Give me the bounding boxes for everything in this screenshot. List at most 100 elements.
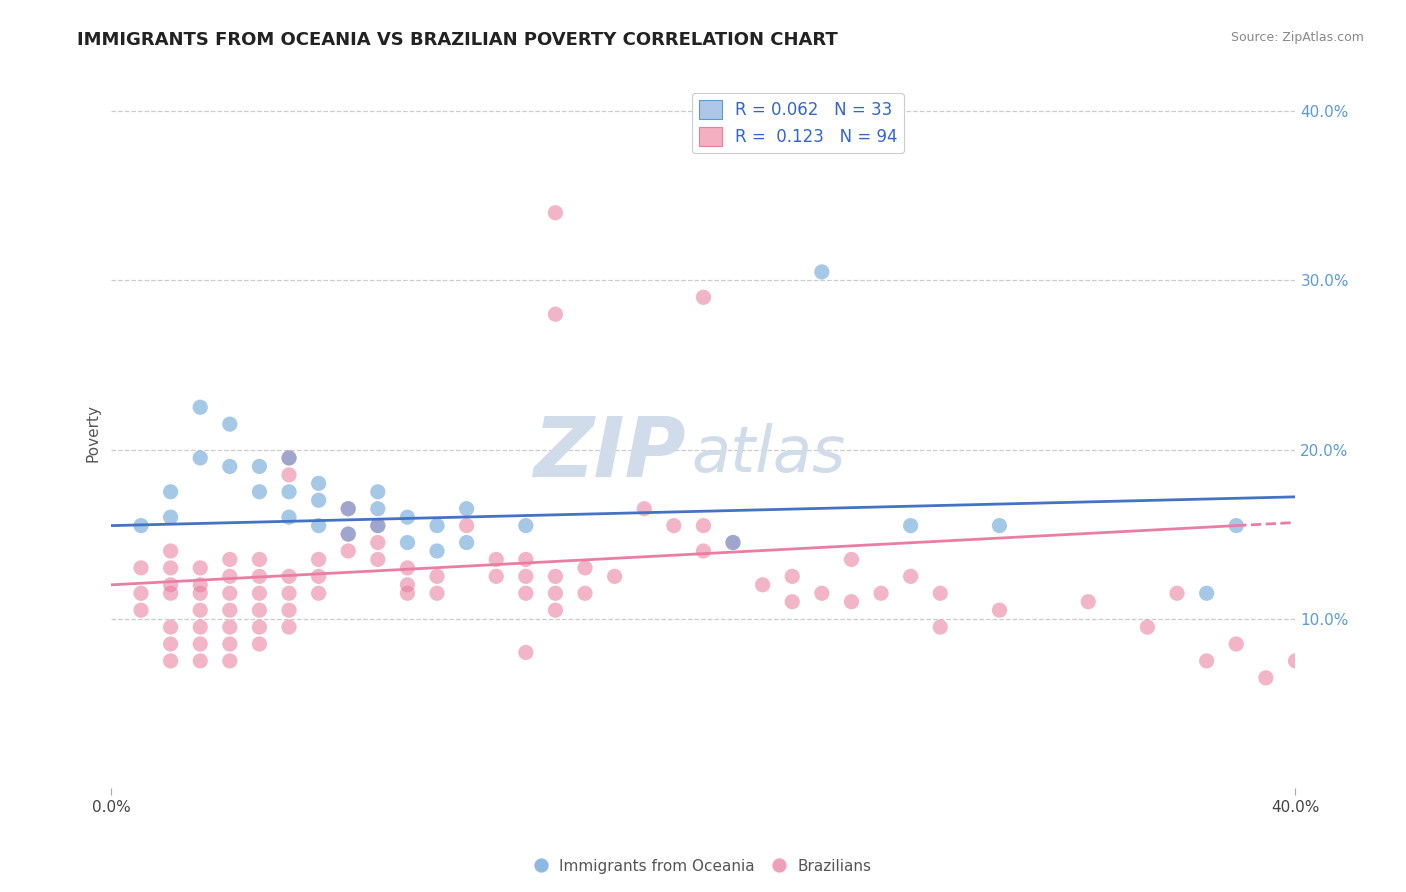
Point (218, 417, 240, 431)
Point (249, 586, 271, 600)
Point (1284, 654, 1306, 668)
Point (515, 569, 537, 583)
Point (662, 518, 685, 533)
Point (988, 603, 1011, 617)
Point (396, 535, 419, 549)
Point (188, 620, 211, 634)
Point (485, 569, 508, 583)
Point (721, 535, 744, 549)
Point (308, 476, 330, 491)
Point (278, 586, 301, 600)
Point (900, 569, 922, 583)
Point (159, 561, 181, 575)
Point (188, 450, 211, 465)
Point (1225, 518, 1247, 533)
Point (751, 578, 773, 592)
Point (129, 561, 152, 575)
Point (1254, 671, 1277, 685)
Point (367, 552, 389, 566)
Point (870, 586, 893, 600)
Point (396, 561, 419, 575)
Text: atlas: atlas (692, 423, 846, 485)
Point (129, 518, 152, 533)
Point (278, 450, 301, 465)
Point (515, 645, 537, 659)
Point (456, 501, 478, 516)
Point (515, 552, 537, 566)
Point (367, 535, 389, 549)
Point (278, 450, 301, 465)
Point (218, 552, 240, 566)
Point (929, 620, 952, 634)
Point (159, 637, 181, 651)
Point (249, 552, 271, 566)
Point (308, 493, 330, 508)
Point (188, 401, 211, 415)
Point (396, 510, 419, 524)
Point (396, 586, 419, 600)
Point (1077, 595, 1099, 609)
Point (337, 544, 360, 558)
Point (544, 603, 567, 617)
Point (574, 561, 596, 575)
Point (188, 586, 211, 600)
Point (129, 586, 152, 600)
Point (249, 603, 271, 617)
Point (692, 518, 714, 533)
Point (159, 620, 181, 634)
Point (249, 459, 271, 474)
Point (218, 586, 240, 600)
Text: IMMIGRANTS FROM OCEANIA VS BRAZILIAN POVERTY CORRELATION CHART: IMMIGRANTS FROM OCEANIA VS BRAZILIAN POV… (77, 31, 838, 49)
Point (188, 578, 211, 592)
Point (218, 620, 240, 634)
Point (278, 484, 301, 499)
Point (218, 637, 240, 651)
Point (1136, 620, 1159, 634)
Point (159, 586, 181, 600)
Point (308, 518, 330, 533)
Point (485, 552, 508, 566)
Point (278, 510, 301, 524)
Point (544, 205, 567, 219)
Point (218, 603, 240, 617)
Point (308, 569, 330, 583)
Point (218, 459, 240, 474)
Point (603, 569, 626, 583)
Point (159, 544, 181, 558)
Point (218, 569, 240, 583)
Point (515, 518, 537, 533)
Point (841, 595, 863, 609)
Point (337, 527, 360, 541)
Point (456, 535, 478, 549)
Point (159, 578, 181, 592)
Point (367, 518, 389, 533)
Point (692, 544, 714, 558)
Text: Source: ZipAtlas.com: Source: ZipAtlas.com (1230, 31, 1364, 45)
Point (811, 265, 834, 279)
Y-axis label: Poverty: Poverty (86, 403, 100, 461)
Point (426, 544, 449, 558)
Point (1195, 586, 1218, 600)
Point (721, 535, 744, 549)
Point (159, 484, 181, 499)
Point (337, 501, 360, 516)
Point (218, 654, 240, 668)
Point (780, 595, 803, 609)
Point (278, 569, 301, 583)
Point (129, 603, 152, 617)
Point (544, 569, 567, 583)
Point (278, 620, 301, 634)
Point (515, 586, 537, 600)
Text: ZIP: ZIP (533, 413, 686, 494)
Point (367, 501, 389, 516)
Point (988, 518, 1011, 533)
Point (426, 518, 449, 533)
Point (456, 518, 478, 533)
Point (1166, 586, 1188, 600)
Point (249, 484, 271, 499)
Point (692, 290, 714, 304)
Point (188, 654, 211, 668)
Point (278, 467, 301, 482)
Point (544, 307, 567, 321)
Point (159, 510, 181, 524)
